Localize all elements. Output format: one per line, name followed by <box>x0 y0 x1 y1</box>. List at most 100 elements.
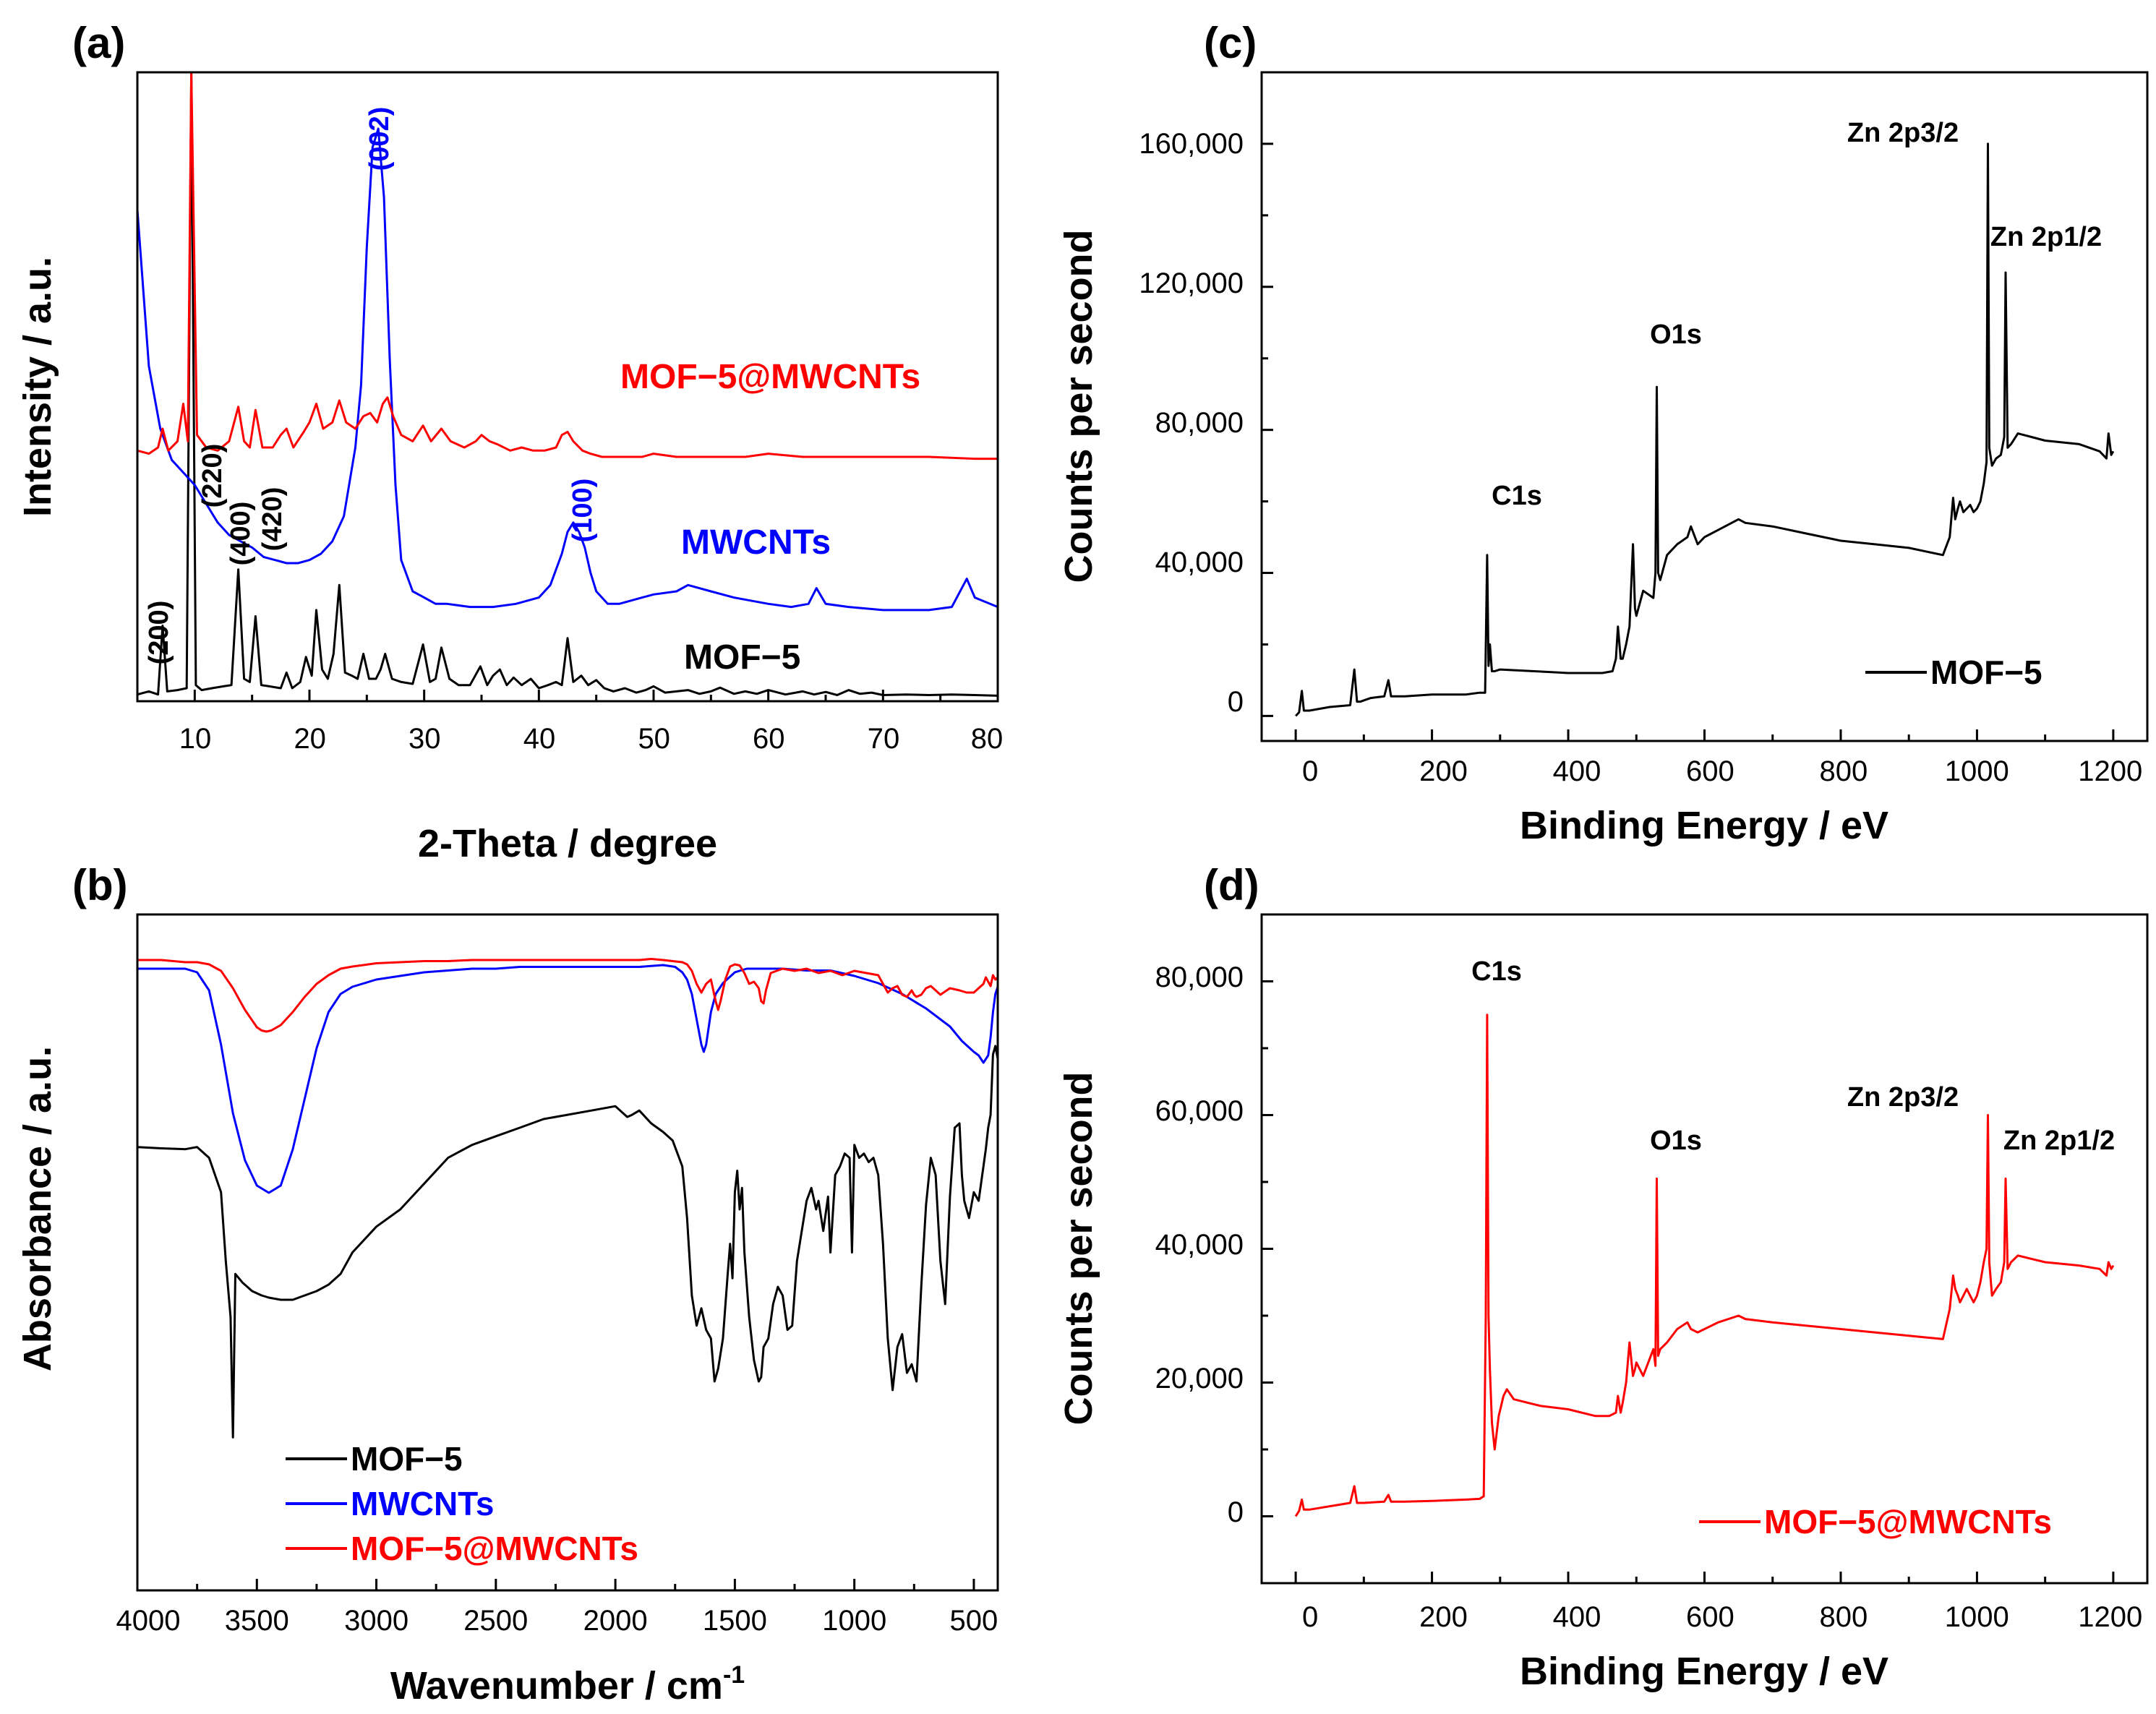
panel-a-label: (a) <box>72 19 125 67</box>
a-annotation-220: (220) <box>197 444 228 508</box>
panel-c: (c) 0 200 400 600 800 1000 1200 0 40,000… <box>1057 19 2149 847</box>
d-y-tick-label: 40,000 <box>1155 1229 1244 1261</box>
b-series-line-2 <box>137 958 999 1033</box>
panel-a-series <box>136 71 998 697</box>
d-y-tick-label: 60,000 <box>1155 1095 1244 1127</box>
panel-d-series <box>1294 1014 2115 1517</box>
b-x-tick-label: 2000 <box>583 1605 648 1637</box>
b-legend: MOF−5 MWCNTs MOF−5@MWCNTs <box>286 1440 638 1567</box>
panel-d-y-tick-labels: 0 20,000 40,000 60,000 80,000 <box>1155 961 1244 1528</box>
d-x-tick-label: 200 <box>1419 1601 1468 1633</box>
d-x-tick-label: 600 <box>1686 1601 1734 1633</box>
d-x-tick-label: 800 <box>1820 1601 1868 1633</box>
a-x-tick-label: 30 <box>408 723 441 755</box>
d-annotation-zn2p12: Zn 2p1/2 <box>2003 1126 2115 1156</box>
panel-d-label: (d) <box>1204 861 1259 909</box>
c-annotation-zn2p12: Zn 2p1/2 <box>1990 222 2102 252</box>
c-x-tick-label: 1000 <box>1945 755 2009 787</box>
c-legend: MOF−5 <box>1865 654 2042 691</box>
d-annotation-c1s: C1s <box>1471 956 1522 987</box>
panel-b-series <box>137 958 999 1439</box>
a-x-tick-label: 70 <box>868 723 900 755</box>
b-legend-label-mof5-mwcnts: MOF−5@MWCNTs <box>351 1530 638 1567</box>
b-series-line-1 <box>137 964 999 1194</box>
a-series-label-mof5-mwcnts: MOF−5@MWCNTs <box>620 358 920 396</box>
c-y-tick-label: 40,000 <box>1155 547 1244 578</box>
c-x-tick-label: 600 <box>1686 755 1734 787</box>
panel-b-label: (b) <box>72 861 128 909</box>
a-series-line-0 <box>137 71 998 697</box>
d-annotation-o1s: O1s <box>1650 1126 1702 1156</box>
a-series-line-1 <box>136 127 998 612</box>
a-x-tick-label: 60 <box>753 723 785 755</box>
panel-a: (a) 10 20 30 40 50 60 70 80 2-Theta / de… <box>16 19 1003 865</box>
c-annotation-zn2p32: Zn 2p3/2 <box>1847 118 1959 148</box>
panel-a-x-tick-labels: 10 20 30 40 50 60 70 80 <box>179 723 1004 755</box>
a-series-label-mof5: MOF−5 <box>684 638 800 677</box>
b-legend-label-mwcnts: MWCNTs <box>351 1485 494 1522</box>
b-y-axis-title: Absorbance / a.u. <box>16 1046 59 1371</box>
panel-c-ticks <box>1262 71 2115 741</box>
a-x-tick-label: 50 <box>638 723 670 755</box>
c-y-tick-label: 160,000 <box>1139 128 1244 160</box>
b-x-tick-label: 4000 <box>116 1605 181 1637</box>
panel-c-frame <box>1260 71 2149 742</box>
c-x-axis-title: Binding Energy / eV <box>1520 804 1888 847</box>
panel-c-y-tick-labels: 0 40,000 80,000 120,000 160,000 <box>1139 128 1244 718</box>
d-x-tick-label: 0 <box>1302 1601 1318 1633</box>
a-x-tick-label: 40 <box>523 723 556 755</box>
panel-b-x-ticks <box>136 1579 975 1590</box>
d-legend-label: MOF−5@MWCNTs <box>1764 1503 2052 1541</box>
c-annotation-c1s: C1s <box>1492 481 1542 511</box>
panel-b: (b) 4000 3500 3000 2500 2000 1500 1000 5… <box>16 861 999 1707</box>
panel-d: (d) 0 200 400 600 800 1000 1200 0 20,000… <box>1057 861 2149 1693</box>
a-x-tick-label: 10 <box>179 723 212 755</box>
c-x-tick-label: 200 <box>1419 755 1468 787</box>
c-x-tick-label: 0 <box>1302 755 1318 787</box>
d-y-tick-label: 80,000 <box>1155 961 1244 993</box>
a-annotation-400: (400) <box>226 502 256 566</box>
d-legend: MOF−5@MWCNTs <box>1699 1503 2052 1541</box>
c-series-line-0 <box>1295 142 2115 717</box>
d-series-line-0 <box>1294 1014 2115 1517</box>
d-x-tick-label: 400 <box>1553 1601 1601 1633</box>
c-y-tick-label: 120,000 <box>1139 267 1244 299</box>
panel-b-x-tick-labels: 4000 3500 3000 2500 2000 1500 1000 500 <box>116 1605 998 1637</box>
a-series-line-2 <box>137 71 998 460</box>
panel-c-x-tick-labels: 0 200 400 600 800 1000 1200 <box>1302 755 2142 787</box>
c-x-tick-label: 800 <box>1820 755 1868 787</box>
a-annotation-200: (200) <box>144 601 174 665</box>
a-annotation-420: (420) <box>257 487 288 552</box>
b-x-tick-label: 1000 <box>822 1605 886 1637</box>
a-x-tick-label: 20 <box>294 723 326 755</box>
d-x-axis-title: Binding Energy / eV <box>1520 1650 1888 1693</box>
panel-c-series <box>1295 142 2115 717</box>
d-y-axis-title: Counts per second <box>1057 1071 1100 1425</box>
b-x-tick-label: 3500 <box>225 1605 289 1637</box>
a-series-label-mwcnts: MWCNTs <box>681 523 831 562</box>
b-x-tick-label: 1500 <box>703 1605 767 1637</box>
b-x-axis-title-superscript: -1 <box>723 1661 745 1689</box>
d-x-tick-label: 1000 <box>1945 1601 2009 1633</box>
b-x-tick-label: 500 <box>950 1605 998 1637</box>
a-x-axis-title: 2-Theta / degree <box>418 822 717 865</box>
a-x-tick-label: 80 <box>971 723 1004 755</box>
panel-a-x-ticks <box>136 690 999 701</box>
b-x-axis-title-text: Wavenumber / cm <box>390 1664 723 1707</box>
d-y-tick-label: 0 <box>1228 1496 1244 1528</box>
panel-d-ticks <box>1262 913 2115 1583</box>
c-x-tick-label: 1200 <box>2078 755 2142 787</box>
d-x-tick-label: 1200 <box>2078 1601 2142 1633</box>
panel-b-frame <box>136 913 999 1592</box>
d-y-tick-label: 20,000 <box>1155 1363 1244 1394</box>
c-legend-label: MOF−5 <box>1930 654 2042 691</box>
b-x-tick-label: 2500 <box>463 1605 528 1637</box>
c-y-tick-label: 0 <box>1228 686 1244 718</box>
b-series-line-0 <box>137 1045 999 1439</box>
c-annotation-o1s: O1s <box>1650 320 1702 350</box>
c-y-axis-title: Counts per second <box>1057 229 1100 583</box>
b-legend-label-mof5: MOF−5 <box>351 1440 463 1478</box>
panel-d-x-tick-labels: 0 200 400 600 800 1000 1200 <box>1302 1601 2142 1633</box>
a-annotation-002: (002) <box>364 107 395 171</box>
